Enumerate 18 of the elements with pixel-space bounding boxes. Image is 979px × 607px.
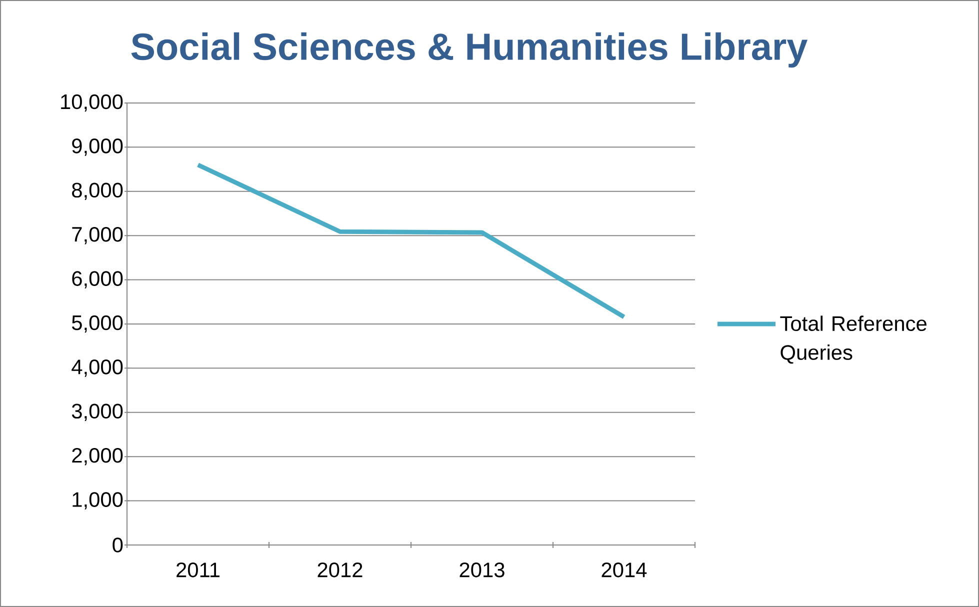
chart-title: Social Sciences & Humanities Library bbox=[131, 32, 808, 68]
y-tick-label: 1,000 bbox=[72, 492, 123, 510]
x-tick-label: 2011 bbox=[176, 562, 220, 578]
y-tick-label: 8,000 bbox=[72, 182, 123, 200]
y-tick-label: 3,000 bbox=[72, 404, 123, 422]
y-tick-label: 6,000 bbox=[72, 271, 123, 288]
y-tick-label: 5,000 bbox=[72, 315, 123, 333]
x-tick-label: 2014 bbox=[602, 562, 647, 578]
x-tick-label: 2013 bbox=[460, 562, 504, 578]
y-tick-label: 2,000 bbox=[72, 448, 123, 466]
y-tick-label: 7,000 bbox=[72, 226, 123, 244]
y-tick-label: 10,000 bbox=[61, 94, 123, 112]
x-tick-label: 2012 bbox=[318, 562, 362, 578]
line-series bbox=[196, 162, 626, 320]
y-tick-label: 9,000 bbox=[72, 138, 123, 156]
y-tick-label: 4,000 bbox=[72, 360, 123, 377]
y-tick-label: 0 bbox=[112, 538, 123, 552]
legend-label: Total Reference Queries bbox=[780, 316, 926, 364]
